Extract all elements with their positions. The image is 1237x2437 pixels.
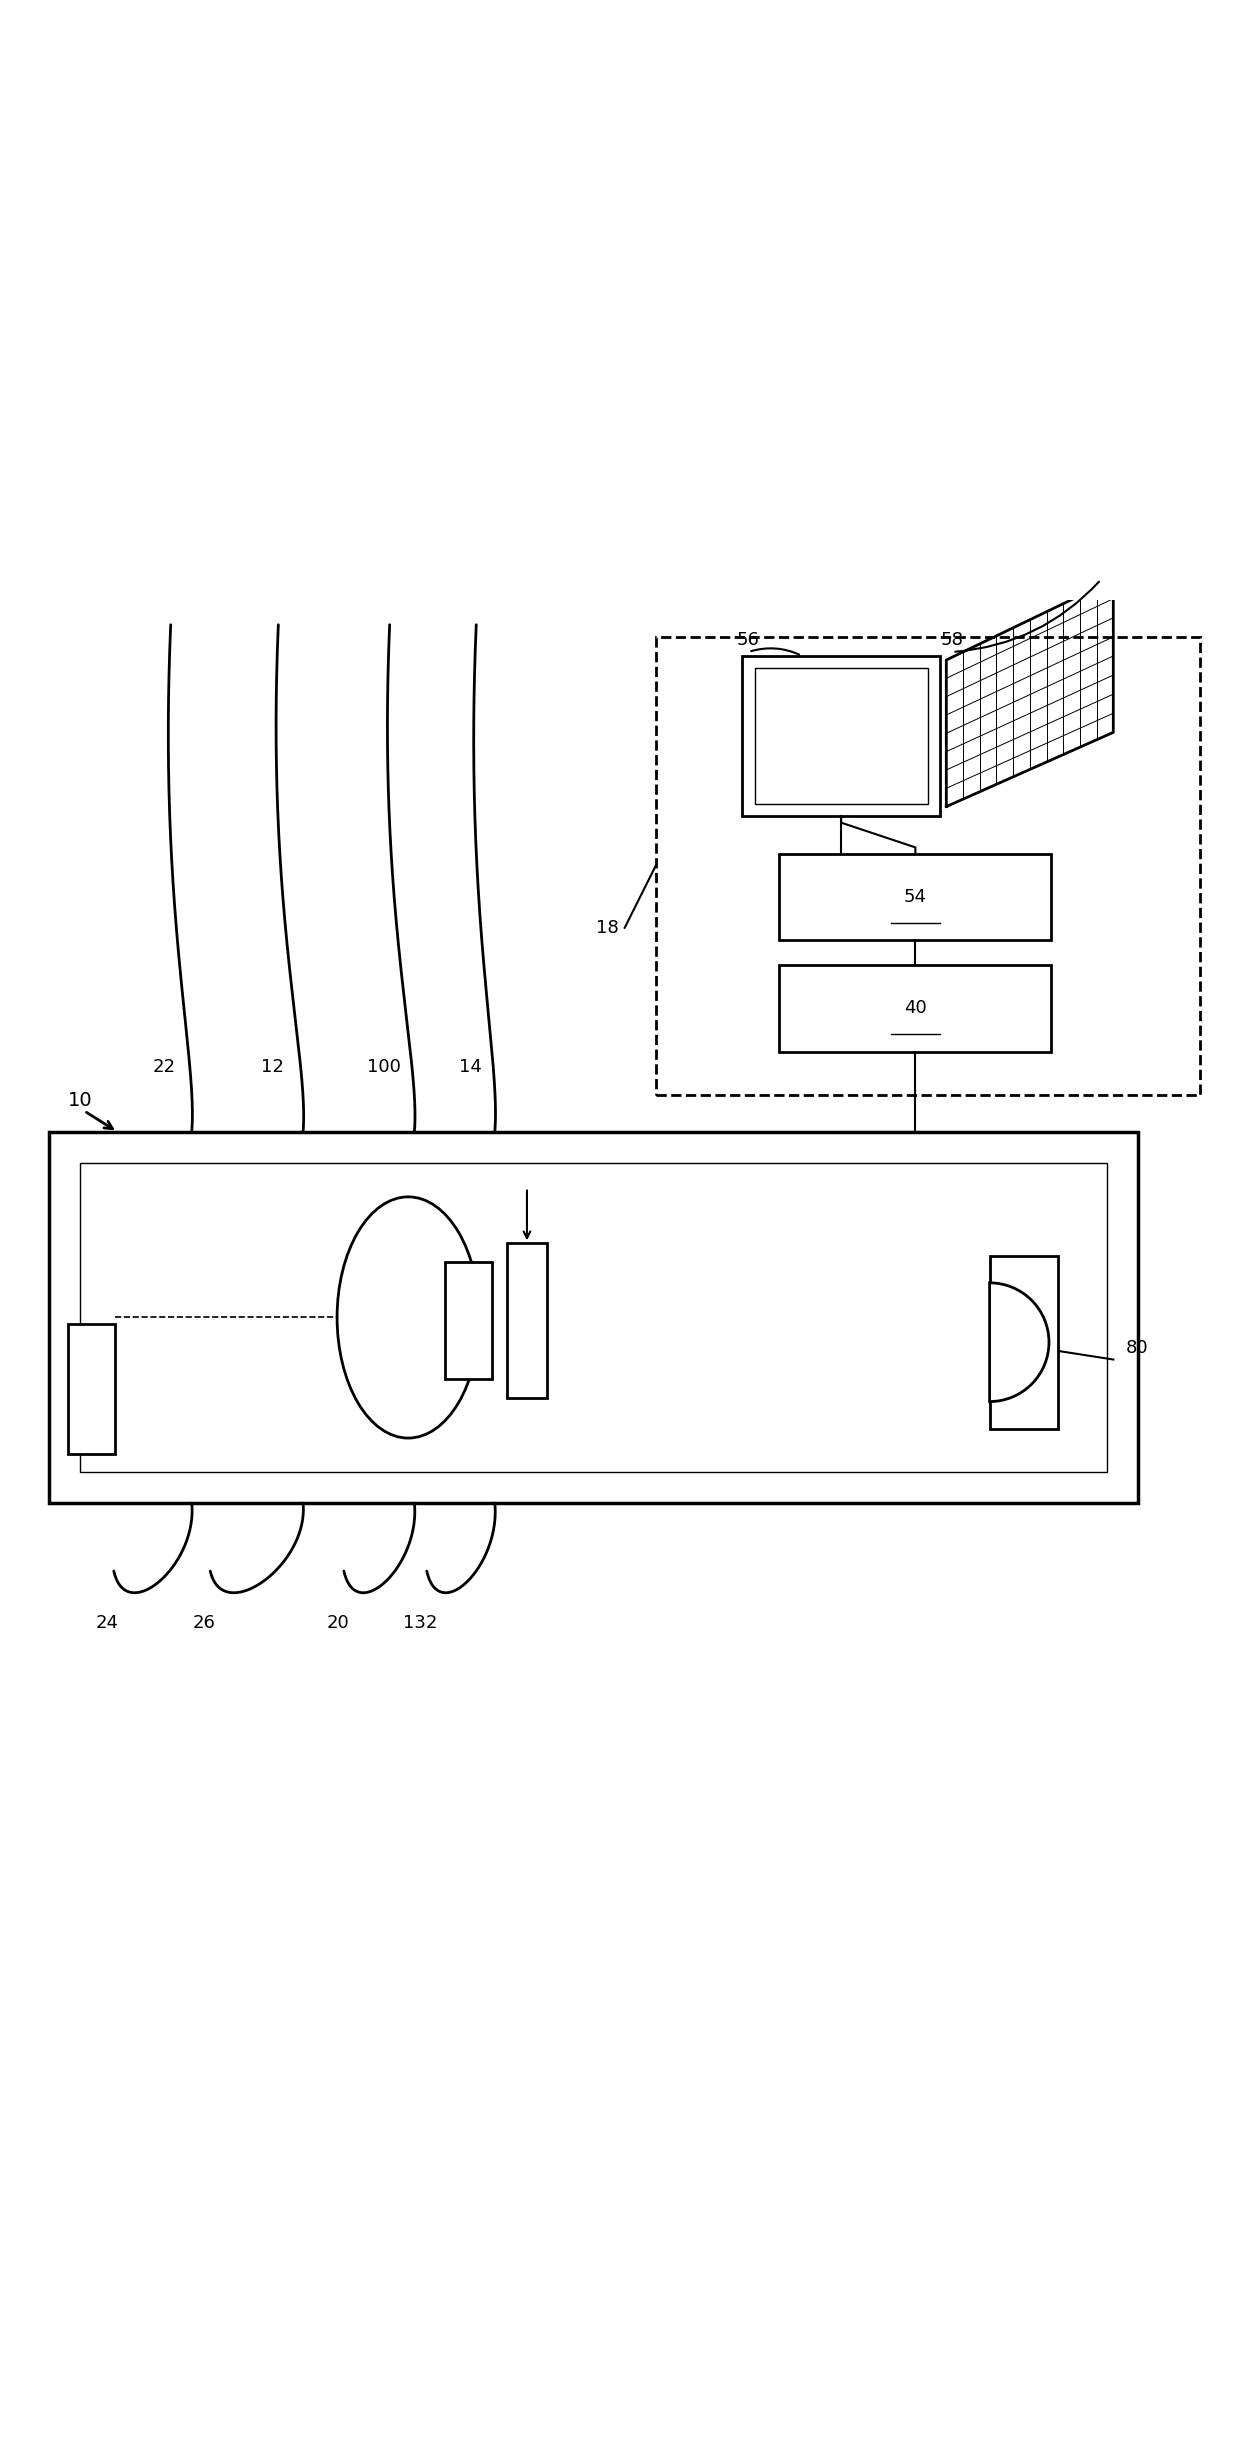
- Bar: [49, 1131, 1138, 1504]
- Wedge shape: [990, 1282, 1049, 1401]
- Bar: [507, 1243, 547, 1399]
- Bar: [445, 1262, 492, 1379]
- Bar: [779, 965, 1051, 1050]
- Text: 54: 54: [904, 887, 927, 907]
- Text: 132: 132: [403, 1613, 438, 1633]
- Bar: [68, 1323, 115, 1452]
- Bar: [779, 853, 1051, 941]
- Text: 58: 58: [941, 631, 964, 648]
- Bar: [990, 1255, 1058, 1428]
- Bar: [656, 636, 1200, 1094]
- Bar: [755, 668, 928, 804]
- Text: 56: 56: [737, 631, 760, 648]
- Bar: [742, 656, 940, 816]
- Text: 20: 20: [327, 1613, 349, 1633]
- Text: 80: 80: [1126, 1340, 1148, 1357]
- Text: 12: 12: [261, 1058, 283, 1077]
- Text: 100: 100: [366, 1058, 401, 1077]
- Text: 24: 24: [96, 1613, 119, 1633]
- Text: 40: 40: [904, 999, 927, 1016]
- Text: 14: 14: [459, 1058, 481, 1077]
- Text: 18: 18: [596, 919, 618, 936]
- Text: 26: 26: [193, 1613, 215, 1633]
- Text: 22: 22: [153, 1058, 176, 1077]
- Ellipse shape: [336, 1197, 480, 1438]
- Text: 10: 10: [68, 1092, 93, 1111]
- Bar: [80, 1162, 1107, 1472]
